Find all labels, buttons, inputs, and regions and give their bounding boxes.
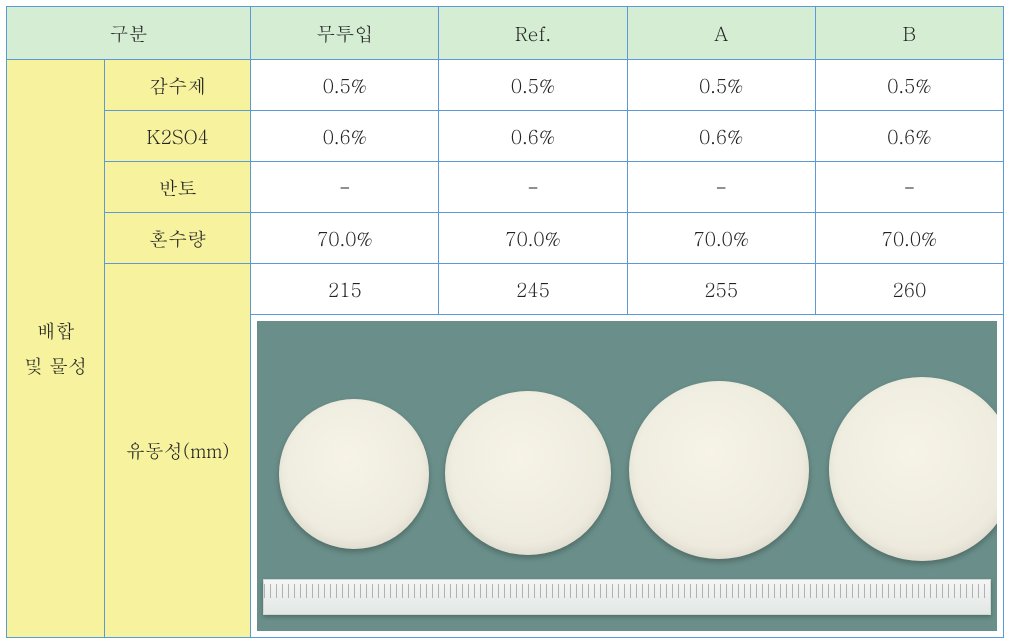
row-label-4: 혼수량 <box>105 213 251 264</box>
cell-r1c3: 0.5% <box>627 60 815 111</box>
header-col-2: Ref. <box>439 7 627 60</box>
row-label-flow: 유동성(mm) <box>105 264 251 638</box>
cell-r4c4: 70.0% <box>815 213 1003 264</box>
header-col-1: 무투입 <box>251 7 439 60</box>
cell-r3c2: - <box>439 162 627 213</box>
flow-disc-2 <box>445 391 611 555</box>
cell-r5c1: 215 <box>251 264 439 315</box>
cell-r4c3: 70.0% <box>627 213 815 264</box>
cell-r4c1: 70.0% <box>251 213 439 264</box>
side-main-label: 배합 및 물성 <box>7 60 105 638</box>
row-label-3: 반토 <box>105 162 251 213</box>
row-label-1: 감수제 <box>105 60 251 111</box>
cell-r1c1: 0.5% <box>251 60 439 111</box>
cell-r3c3: - <box>627 162 815 213</box>
cell-r5c2: 245 <box>439 264 627 315</box>
cell-r3c4: - <box>815 162 1003 213</box>
flow-photo <box>257 321 997 631</box>
flow-disc-3 <box>629 381 809 559</box>
cell-r3c1: - <box>251 162 439 213</box>
cell-r2c1: 0.6% <box>251 111 439 162</box>
row-label-2: K2SO4 <box>105 111 251 162</box>
cell-r2c2: 0.6% <box>439 111 627 162</box>
cell-r1c2: 0.5% <box>439 60 627 111</box>
header-gubun: 구분 <box>7 7 251 60</box>
cell-r1c4: 0.5% <box>815 60 1003 111</box>
header-col-3: A <box>627 7 815 60</box>
cell-r4c2: 70.0% <box>439 213 627 264</box>
ruler <box>263 579 991 615</box>
cell-r2c3: 0.6% <box>627 111 815 162</box>
flow-disc-4 <box>829 377 997 561</box>
header-col-4: B <box>815 7 1003 60</box>
flow-disc-1 <box>279 399 429 549</box>
cell-r2c4: 0.6% <box>815 111 1003 162</box>
cell-r5c4: 260 <box>815 264 1003 315</box>
flow-photo-cell <box>251 315 1004 638</box>
cell-r5c3: 255 <box>627 264 815 315</box>
